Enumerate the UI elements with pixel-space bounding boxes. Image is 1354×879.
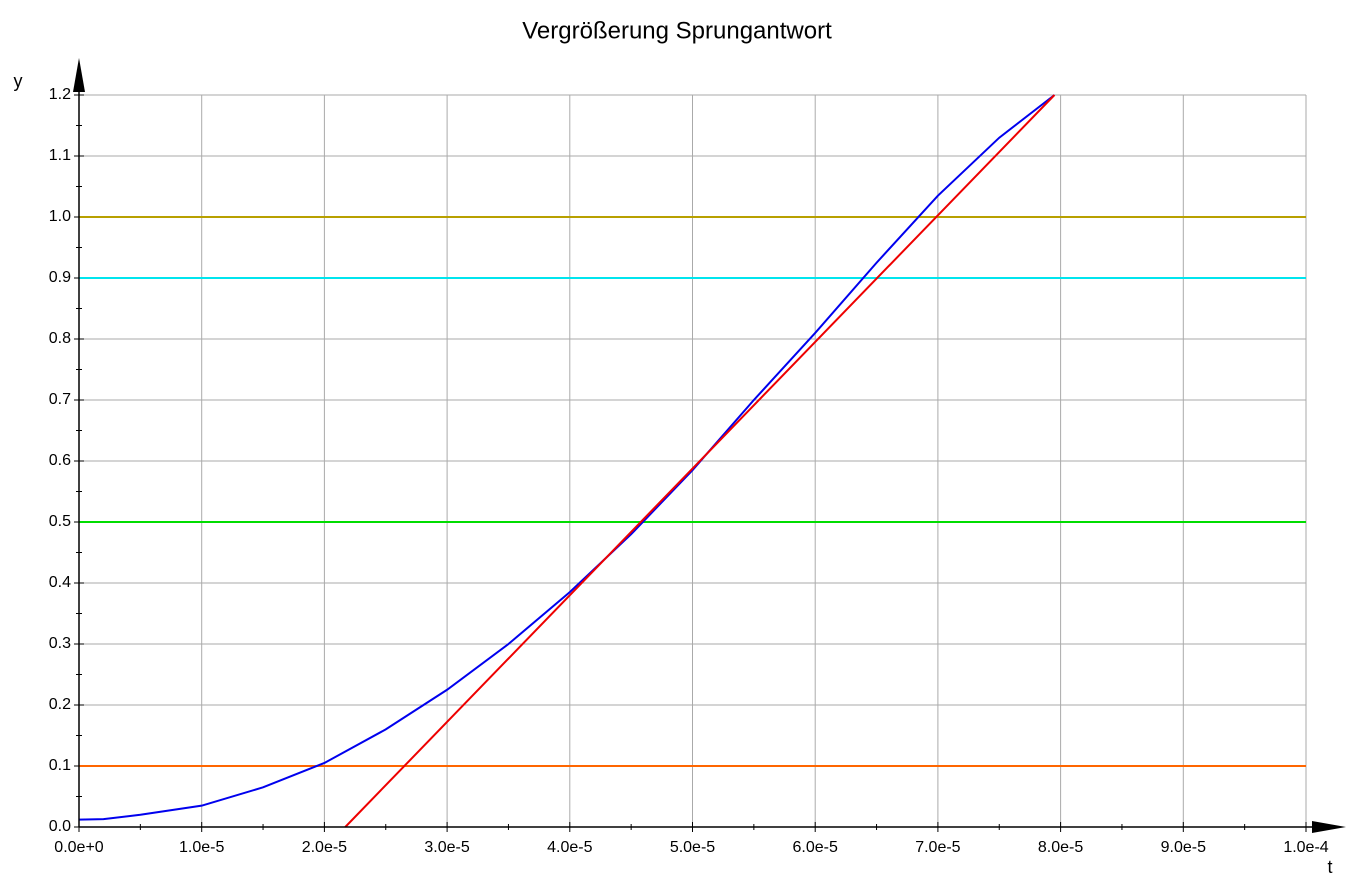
y-axis-label: y (14, 71, 23, 91)
line (78, 94, 1056, 821)
y-tick-label: 0.4 (49, 574, 71, 591)
x-tick-label: 4.0e-5 (547, 839, 592, 856)
x-tick-label: 3.0e-5 (424, 839, 469, 856)
y-tick-label: 0.3 (49, 635, 71, 652)
y-tick-label: 0.6 (49, 452, 71, 469)
x-tick-label: 1.0e-4 (1283, 839, 1328, 856)
y-tick-label: 1.2 (49, 86, 71, 103)
y-tick-label: 0.7 (49, 391, 71, 408)
y-axis-arrow (73, 58, 85, 92)
x-tick-label: 7.0e-5 (915, 839, 960, 856)
x-tick-label: 6.0e-5 (793, 839, 838, 856)
y-tick-label: 0.8 (49, 330, 71, 347)
y-tick-label: 0.5 (49, 513, 71, 530)
x-tick-label: 0.0e+0 (54, 839, 103, 856)
x-axis-label: t (1327, 857, 1332, 877)
x-axis-arrow (1312, 821, 1346, 833)
x-tick-label: 1.0e-5 (179, 839, 224, 856)
line (344, 94, 1056, 828)
x-tick-label: 2.0e-5 (302, 839, 347, 856)
y-tick-label: 0.2 (49, 696, 71, 713)
x-tick-label: 5.0e-5 (670, 839, 715, 856)
chart-title: Vergrößerung Sprungantwort (522, 17, 832, 44)
x-tick-label: 8.0e-5 (1038, 839, 1083, 856)
y-tick-label: 0.0 (49, 818, 71, 835)
y-tick-label: 1.0 (49, 208, 71, 225)
y-tick-label: 0.1 (49, 757, 71, 774)
y-tick-label: 1.1 (49, 147, 71, 164)
y-tick-label: 0.9 (49, 269, 71, 286)
x-tick-label: 9.0e-5 (1161, 839, 1206, 856)
